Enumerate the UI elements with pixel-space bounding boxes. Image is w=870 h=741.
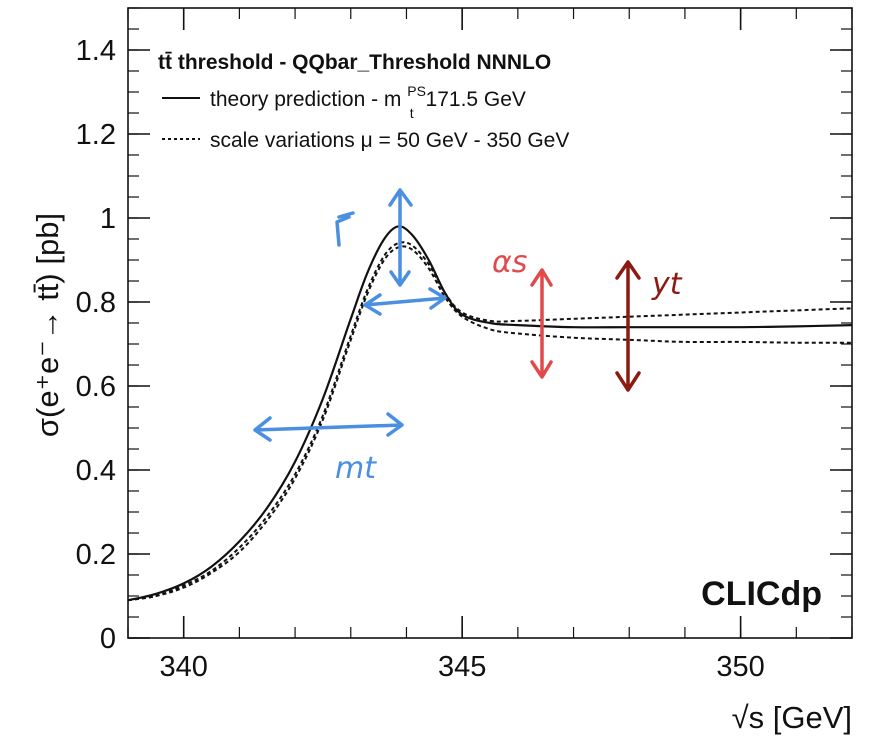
gamma-t-horizontal-arrow bbox=[363, 287, 447, 316]
x-tick-label: 345 bbox=[438, 651, 486, 683]
axis-ticks bbox=[127, 7, 853, 639]
legend-entry-theory-suffix: 171.5 GeV bbox=[426, 88, 526, 111]
alpha-s-arrow bbox=[530, 268, 553, 379]
y-tick-labels: 0 0.2 0.4 0.6 0.8 1 1.2 1.4 bbox=[76, 35, 116, 655]
x-axis-label: √s [GeV] bbox=[732, 700, 852, 735]
y-tick-label: 0.6 bbox=[76, 371, 116, 403]
x-tick-label: 350 bbox=[716, 651, 764, 683]
scale-variation-line-1 bbox=[127, 241, 853, 602]
y-axis-label: σ(e⁺e⁻→ tt̄) [pb] bbox=[30, 213, 65, 437]
gamma-t-vertical-arrow bbox=[388, 188, 413, 287]
y-tick-label: 1 bbox=[100, 203, 116, 235]
m-t-label: mt bbox=[335, 451, 377, 486]
y-t-annotation: yt bbox=[615, 260, 683, 392]
theory-prediction-line bbox=[127, 225, 853, 602]
legend-entry-theory-label: theory prediction - m bbox=[210, 88, 401, 111]
y-t-arrow bbox=[615, 260, 641, 392]
clicdp-brand: CLICdp bbox=[701, 575, 822, 613]
legend-entry-theory-sup: PS bbox=[407, 83, 426, 99]
x-tick-labels: 340 345 350 bbox=[159, 651, 764, 683]
series-lines bbox=[127, 225, 853, 602]
alpha-s-annotation: αs bbox=[492, 245, 553, 379]
legend-entry-theory-sub: t bbox=[410, 105, 414, 121]
scale-variation-line-2 bbox=[127, 245, 853, 602]
y-tick-label: 0.8 bbox=[76, 287, 116, 319]
legend-entry-scale: scale variations μ = 50 GeV - 350 GeV bbox=[210, 129, 569, 152]
y-t-label: yt bbox=[651, 267, 683, 302]
gamma-t-letter-shape bbox=[335, 211, 355, 247]
y-tick-label: 0 bbox=[100, 623, 116, 655]
y-tick-label: 1.4 bbox=[76, 35, 116, 67]
m-t-arrow bbox=[253, 412, 404, 442]
legend-entry-theory: theory prediction - m PS t 171.5 GeV bbox=[210, 78, 526, 123]
y-tick-label: 0.2 bbox=[76, 539, 116, 571]
m-t-annotation: mt bbox=[253, 412, 404, 486]
y-tick-label: 1.2 bbox=[76, 119, 116, 151]
legend-title: tt̄ threshold - QQbar_Threshold NNNLO bbox=[158, 51, 551, 74]
y-tick-label: 0.4 bbox=[76, 455, 116, 487]
x-tick-label: 340 bbox=[159, 651, 207, 683]
gamma-t-annotation: Γt bbox=[335, 188, 447, 316]
legend: tt̄ threshold - QQbar_Threshold NNNLO th… bbox=[158, 51, 569, 152]
alpha-s-label: αs bbox=[492, 245, 527, 280]
